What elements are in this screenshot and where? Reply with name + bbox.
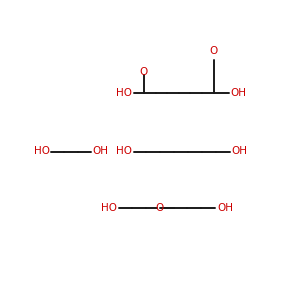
Text: HO: HO — [116, 146, 132, 157]
Text: O: O — [140, 67, 148, 77]
Text: OH: OH — [232, 146, 247, 157]
Text: OH: OH — [230, 88, 246, 98]
Text: HO: HO — [101, 203, 117, 213]
Text: HO: HO — [34, 146, 50, 157]
Text: HO: HO — [116, 88, 132, 98]
Text: O: O — [210, 46, 218, 56]
Text: OH: OH — [217, 203, 233, 213]
Text: O: O — [155, 203, 164, 213]
Text: OH: OH — [92, 146, 108, 157]
